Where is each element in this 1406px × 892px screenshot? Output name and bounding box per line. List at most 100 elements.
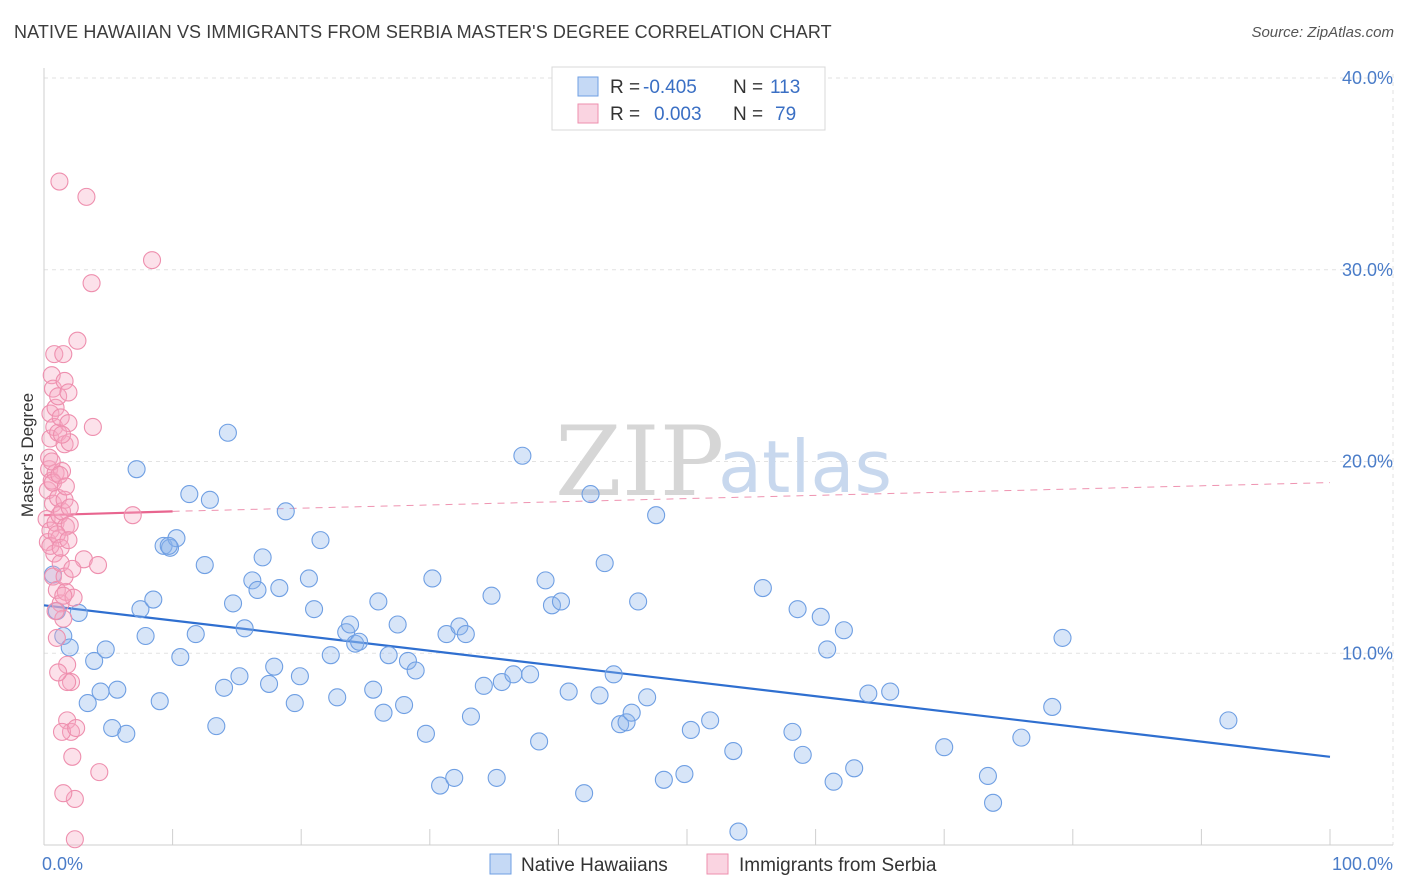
point-serbia-77 <box>49 663 68 682</box>
point-hawaiian-35 <box>265 657 284 676</box>
point-hawaiian-101 <box>834 621 853 640</box>
point-hawaiian-59 <box>431 776 450 795</box>
point-hawaiian-31 <box>243 571 262 590</box>
point-serbia-75 <box>63 559 82 578</box>
bottom-legend-swatch-blue <box>489 853 512 875</box>
point-hawaiian-84 <box>622 703 641 722</box>
point-serbia-51 <box>54 784 73 803</box>
point-serbia-53 <box>58 672 77 692</box>
point-hawaiian-12 <box>127 460 146 479</box>
point-serbia-33 <box>55 371 74 391</box>
point-hawaiian-91 <box>701 711 720 730</box>
point-hawaiian-75 <box>551 592 571 611</box>
point-hawaiian-13 <box>131 600 150 619</box>
point-hawaiian-26 <box>214 678 234 697</box>
point-serbia-60 <box>90 763 109 782</box>
bottom-legend-label-2: Immigrants from Serbia <box>739 855 937 876</box>
point-hawaiian-10 <box>108 680 127 699</box>
point-hawaiian-5 <box>78 694 97 713</box>
point-hawaiian-42 <box>311 531 330 550</box>
point-hawaiian-48 <box>350 632 369 651</box>
point-hawaiian-96 <box>788 600 807 619</box>
point-serbia-67 <box>47 525 66 544</box>
point-hawaiian-98 <box>811 607 830 626</box>
point-hawaiian-88 <box>654 770 673 789</box>
point-hawaiian-65 <box>474 676 493 695</box>
point-hawaiian-99 <box>818 640 837 659</box>
axes <box>43 68 1393 846</box>
point-hawaiian-80 <box>595 554 614 573</box>
point-hawaiian-61 <box>445 768 464 787</box>
legend-r-value-1: -0.405 <box>643 77 697 98</box>
point-serbia-31 <box>54 345 73 364</box>
point-serbia-61 <box>123 506 142 525</box>
point-hawaiian-30 <box>235 619 254 638</box>
point-hawaiian-25 <box>207 717 226 736</box>
point-hawaiian-44 <box>328 688 347 707</box>
legend-n-label-1: N = <box>733 77 763 98</box>
point-hawaiian-83 <box>617 713 636 732</box>
point-hawaiian-46 <box>341 615 360 634</box>
point-hawaiian-74 <box>542 596 562 615</box>
point-serbia-71 <box>54 586 73 605</box>
point-hawaiian-72 <box>530 732 549 751</box>
point-hawaiian-43 <box>321 646 340 665</box>
point-serbia-40 <box>59 383 78 402</box>
point-hawaiian-36 <box>270 579 289 598</box>
legend-swatch-pink <box>577 103 599 124</box>
point-hawaiian-64 <box>461 707 481 726</box>
point-hawaiian-110 <box>1053 628 1072 647</box>
point-hawaiian-70 <box>513 446 532 465</box>
x-tick-label-1: 100.0% <box>1332 854 1393 874</box>
point-hawaiian-27 <box>218 423 237 442</box>
point-hawaiian-55 <box>398 651 417 670</box>
point-hawaiian-39 <box>290 667 309 686</box>
data-points <box>37 172 1238 849</box>
point-serbia-70 <box>52 425 72 444</box>
point-hawaiian-49 <box>364 680 383 699</box>
trend-lines <box>43 482 1331 758</box>
point-hawaiian-22 <box>186 625 205 644</box>
point-hawaiian-33 <box>253 548 272 567</box>
point-hawaiian-106 <box>978 766 997 786</box>
trend-line-hawaiian <box>43 604 1331 758</box>
point-serbia-46 <box>63 747 82 766</box>
point-serbia-57 <box>82 274 101 293</box>
point-hawaiian-3 <box>60 638 79 657</box>
point-hawaiian-57 <box>416 724 435 743</box>
point-hawaiian-77 <box>575 784 594 803</box>
point-serbia-76 <box>46 602 65 621</box>
point-serbia-62 <box>142 251 162 270</box>
bottom-legend-label-1: Native Hawaiians <box>521 855 668 876</box>
point-hawaiian-29 <box>230 667 249 686</box>
legend-r-label-1: R = <box>610 77 640 98</box>
point-hawaiian-94 <box>753 579 772 598</box>
point-serbia-72 <box>56 477 75 496</box>
point-hawaiian-4 <box>69 603 88 623</box>
y-tick-label-1: 20.0% <box>1342 452 1393 472</box>
point-serbia-42 <box>60 433 79 452</box>
point-hawaiian-58 <box>423 569 442 588</box>
point-hawaiian-53 <box>388 615 407 634</box>
point-hawaiian-69 <box>504 665 523 684</box>
point-hawaiian-7 <box>91 682 110 701</box>
point-hawaiian-21 <box>180 485 199 504</box>
point-hawaiian-51 <box>374 703 393 722</box>
point-hawaiian-90 <box>681 720 700 740</box>
point-hawaiian-50 <box>369 592 388 611</box>
point-hawaiian-112 <box>159 536 178 555</box>
point-hawaiian-103 <box>859 684 878 703</box>
point-serbia-16 <box>46 398 65 417</box>
point-hawaiian-79 <box>590 686 609 705</box>
watermark-atlas: atlas <box>718 425 892 509</box>
point-serbia-68 <box>50 465 69 484</box>
point-hawaiian-89 <box>675 765 694 784</box>
point-hawaiian-56 <box>406 661 425 680</box>
point-hawaiian-14 <box>136 626 155 646</box>
point-hawaiian-37 <box>276 502 295 521</box>
point-hawaiian-87 <box>647 506 666 525</box>
point-hawaiian-85 <box>629 592 648 611</box>
point-hawaiian-86 <box>638 688 657 707</box>
point-hawaiian-19 <box>167 529 186 548</box>
point-hawaiian-81 <box>604 665 623 684</box>
